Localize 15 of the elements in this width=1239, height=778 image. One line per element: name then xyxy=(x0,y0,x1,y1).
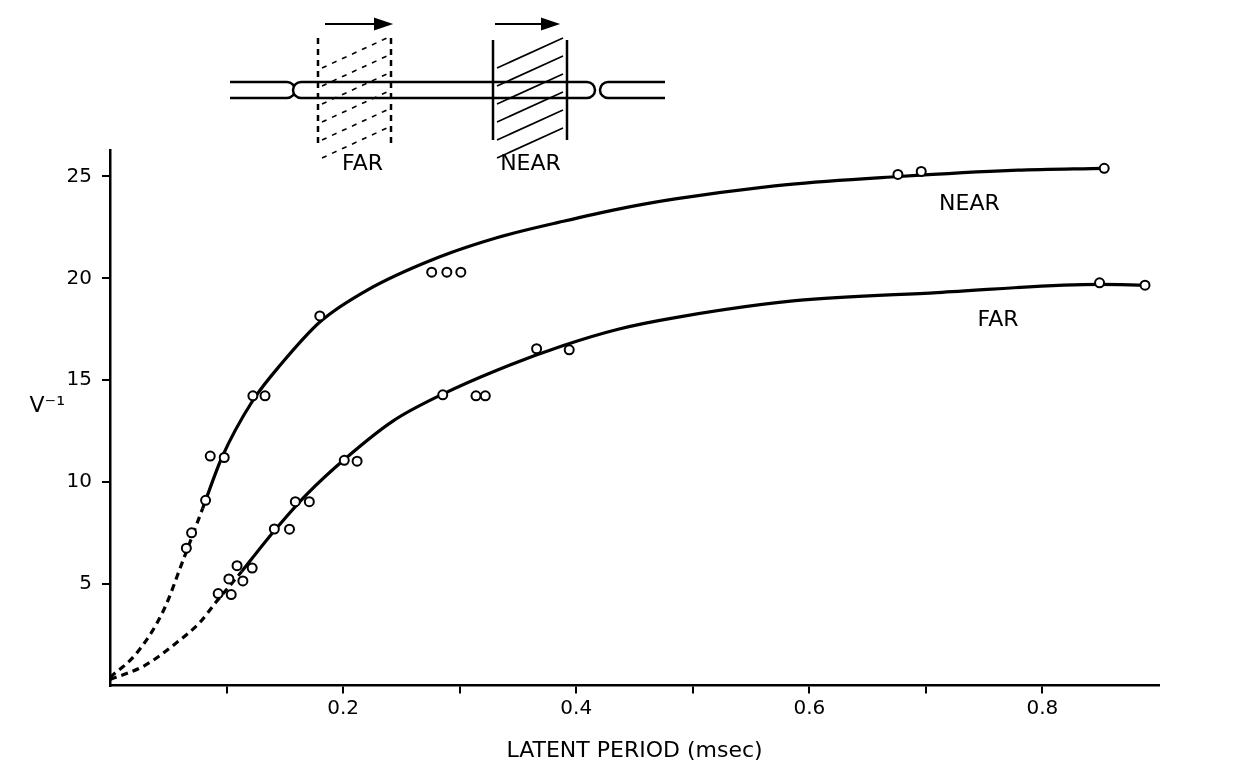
series-label: NEAR xyxy=(939,190,1000,216)
y-tick-label: 25 xyxy=(66,162,92,187)
x-tick-label: 0.8 xyxy=(1026,694,1059,719)
x-axis-title: LATENT PERIOD (msec) xyxy=(506,736,763,762)
series-label: FAR xyxy=(977,306,1019,332)
x-tick-label: 0.2 xyxy=(327,694,360,719)
y-tick-label: 15 xyxy=(66,366,92,391)
y-tick-label: 20 xyxy=(66,264,92,289)
annotation: NEAR xyxy=(499,150,562,175)
y-tick-label: 10 xyxy=(66,468,92,493)
annotation: FAR xyxy=(341,150,384,175)
x-tick-label: 0.4 xyxy=(560,694,593,719)
y-tick-label: 5 xyxy=(79,569,92,594)
x-tick-label: 0.6 xyxy=(793,694,826,719)
y-axis-title: V⁻¹ xyxy=(29,391,65,417)
